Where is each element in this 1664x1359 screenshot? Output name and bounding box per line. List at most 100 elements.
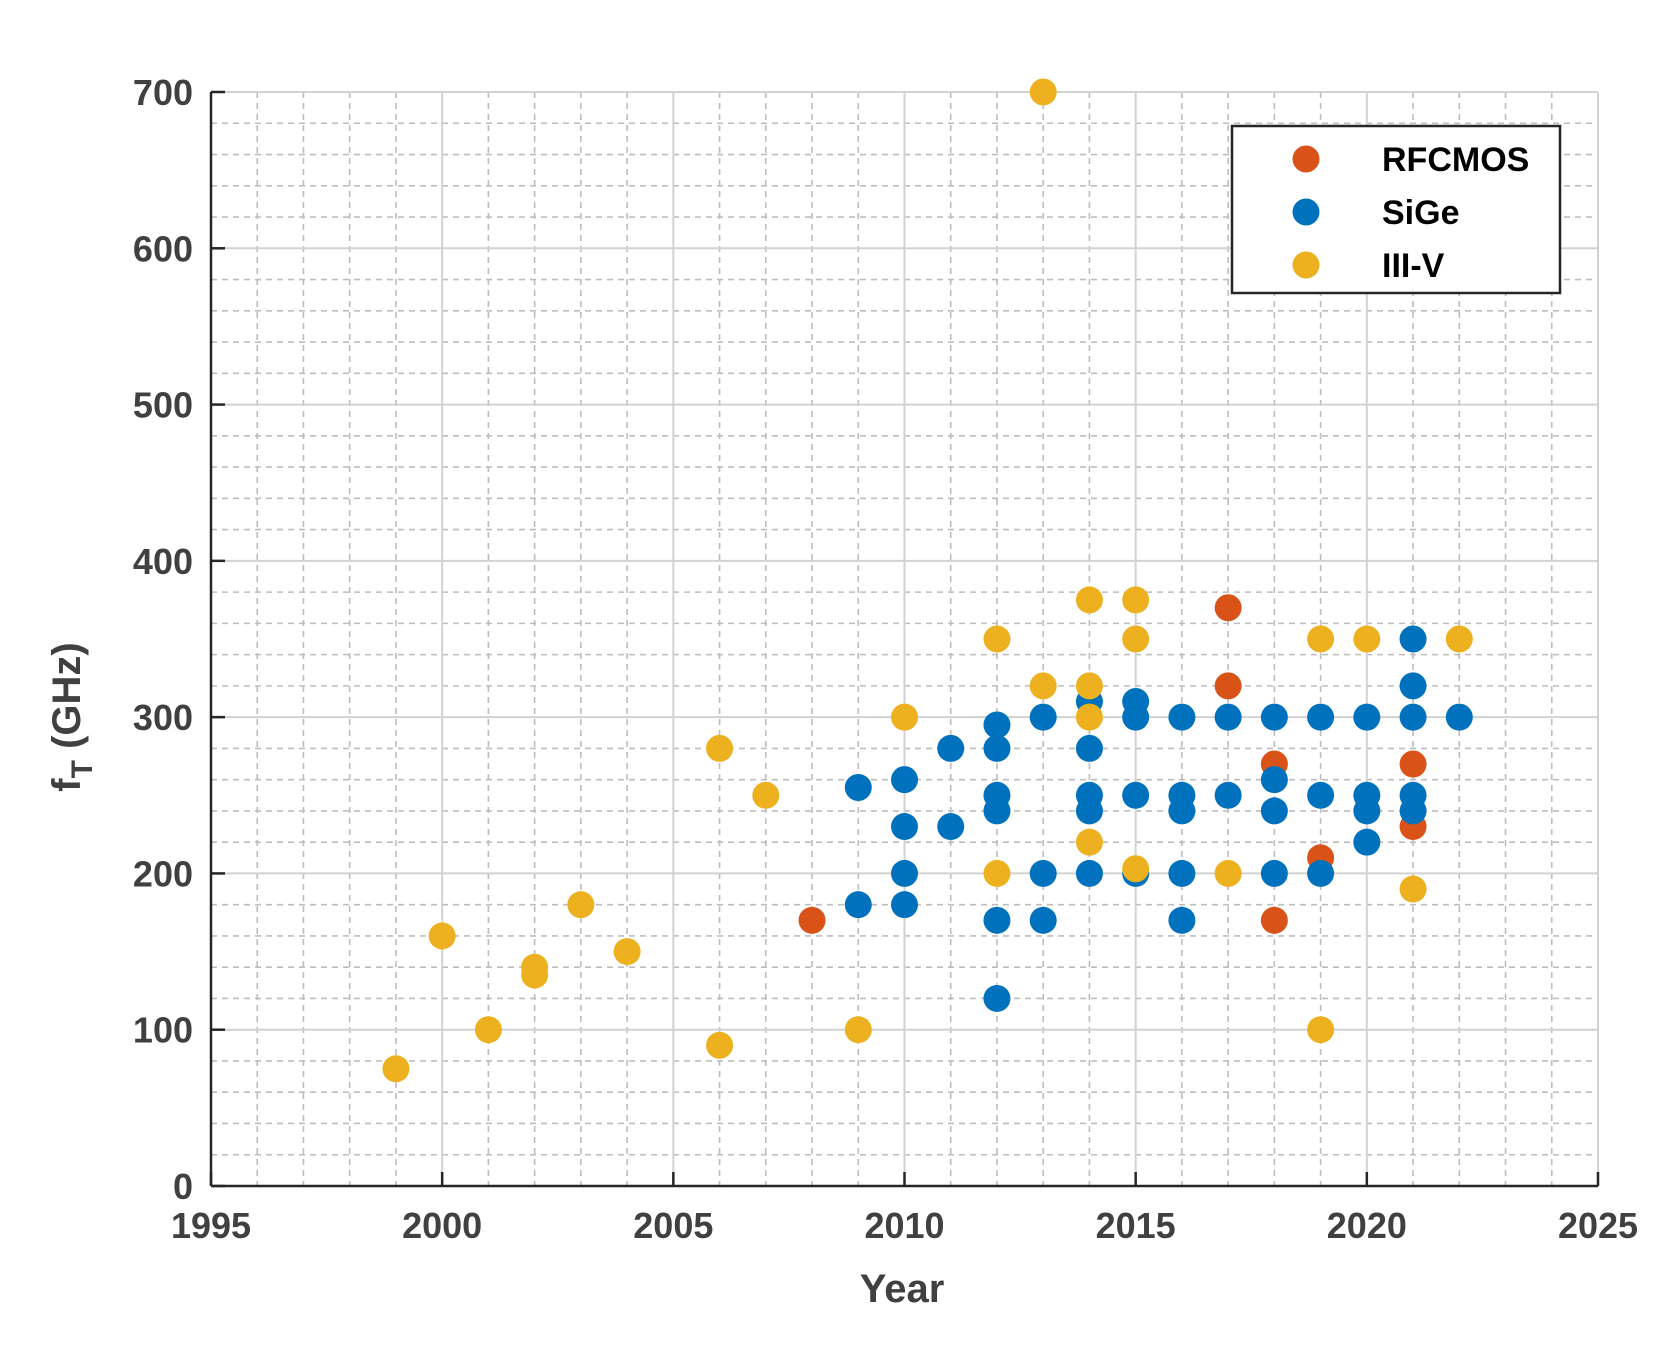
y-tick-label: 300 xyxy=(133,697,193,738)
point-iii-v xyxy=(474,1016,502,1044)
point-iii-v xyxy=(983,859,1011,887)
point-iii-v xyxy=(752,781,780,809)
svg-text:fT (GHz): fT (GHz) xyxy=(45,642,99,791)
legend-box xyxy=(1230,124,1562,295)
point-iii-v xyxy=(1029,672,1057,700)
point-iii-v xyxy=(1307,625,1335,653)
point-sige xyxy=(1122,703,1150,731)
point-rfcmos xyxy=(1214,594,1242,622)
legend-marker-iii-v xyxy=(1292,251,1320,279)
point-iii-v xyxy=(844,1016,872,1044)
point-sige xyxy=(891,766,918,794)
point-iii-v xyxy=(706,734,734,762)
point-sige xyxy=(1029,906,1057,934)
point-sige xyxy=(891,891,918,919)
axes xyxy=(209,90,1600,1188)
point-iii-v xyxy=(706,1031,734,1059)
point-sige xyxy=(1307,859,1335,887)
y-tick-label: 100 xyxy=(133,1010,193,1051)
point-iii-v xyxy=(1399,875,1427,903)
point-iii-v xyxy=(1445,625,1473,653)
point-sige xyxy=(1260,797,1288,825)
point-rfcmos xyxy=(798,906,826,934)
point-iii-v xyxy=(613,938,641,966)
point-sige xyxy=(1075,734,1103,762)
point-iii-v xyxy=(1075,672,1103,700)
point-sige xyxy=(1168,906,1196,934)
x-tick-label: 2010 xyxy=(864,1205,944,1246)
point-iii-v xyxy=(1122,625,1150,653)
point-sige xyxy=(1029,703,1057,731)
point-sige xyxy=(891,859,918,887)
point-iii-v xyxy=(891,703,918,731)
legend-marker-sige xyxy=(1292,198,1320,226)
y-axis-label-sub: T xyxy=(66,760,99,778)
legend-label-rfcmos: RFCMOS xyxy=(1382,141,1529,179)
point-sige xyxy=(937,734,965,762)
y-axis-label: fT (GHz) xyxy=(45,642,99,791)
x-tick-label: 2020 xyxy=(1327,1205,1407,1246)
point-sige xyxy=(1075,797,1103,825)
point-sige xyxy=(1168,703,1196,731)
point-iii-v xyxy=(1122,855,1150,883)
point-sige xyxy=(1260,703,1288,731)
y-tick-label: 700 xyxy=(133,72,193,113)
point-sige xyxy=(1307,781,1335,809)
point-sige xyxy=(1399,625,1427,653)
point-sige xyxy=(983,711,1011,739)
point-rfcmos xyxy=(1399,750,1427,778)
data-points xyxy=(382,78,1473,1083)
point-sige xyxy=(1168,797,1196,825)
x-tick-label: 1995 xyxy=(171,1205,251,1246)
point-iii-v xyxy=(382,1055,410,1083)
point-sige xyxy=(1353,828,1381,856)
point-sige xyxy=(1122,781,1150,809)
y-tick-label: 0 xyxy=(173,1166,193,1207)
point-iii-v xyxy=(567,891,595,919)
y-axis-label-unit: (GHz) xyxy=(45,642,89,760)
legend: RFCMOS SiGe III-V xyxy=(1230,124,1562,295)
y-tick-label: 200 xyxy=(133,853,193,894)
y-tick-label: 600 xyxy=(133,228,193,269)
point-iii-v xyxy=(1075,828,1103,856)
point-rfcmos xyxy=(1260,906,1288,934)
x-tick-label: 2000 xyxy=(402,1205,482,1246)
point-sige xyxy=(1353,703,1381,731)
point-sige xyxy=(1445,703,1473,731)
point-sige xyxy=(1353,797,1381,825)
point-iii-v xyxy=(983,625,1011,653)
point-sige xyxy=(983,984,1011,1012)
point-sige xyxy=(1168,859,1196,887)
point-iii-v xyxy=(1029,78,1057,106)
point-iii-v xyxy=(1075,703,1103,731)
point-sige xyxy=(1260,859,1288,887)
point-sige xyxy=(937,813,965,841)
x-tick-label: 2015 xyxy=(1096,1205,1176,1246)
point-sige xyxy=(1260,766,1288,794)
point-iii-v xyxy=(1075,586,1103,614)
point-sige xyxy=(1399,703,1427,731)
point-sige xyxy=(1214,781,1242,809)
point-rfcmos xyxy=(1214,672,1242,700)
tick-labels: 1995 2000 2005 2010 2015 2020 2025 0 100 200 300 40… xyxy=(133,72,1638,1246)
point-sige xyxy=(891,813,918,841)
y-axis-label-main: f xyxy=(45,778,89,792)
x-axis-label: Year xyxy=(860,1267,945,1311)
point-iii-v xyxy=(1353,625,1381,653)
legend-label-sige: SiGe xyxy=(1382,194,1459,232)
y-tick-label: 500 xyxy=(133,385,193,426)
legend-marker-rfcmos xyxy=(1292,145,1320,173)
point-sige xyxy=(983,734,1011,762)
point-sige xyxy=(1029,859,1057,887)
point-sige xyxy=(1075,859,1103,887)
point-sige xyxy=(844,773,872,801)
point-iii-v xyxy=(521,961,549,989)
x-tick-label: 2025 xyxy=(1558,1205,1638,1246)
x-tick-label: 2005 xyxy=(633,1205,713,1246)
point-sige xyxy=(844,891,872,919)
point-sige xyxy=(1214,703,1242,731)
y-tick-label: 400 xyxy=(133,541,193,582)
point-sige xyxy=(983,797,1011,825)
point-sige xyxy=(1307,703,1335,731)
